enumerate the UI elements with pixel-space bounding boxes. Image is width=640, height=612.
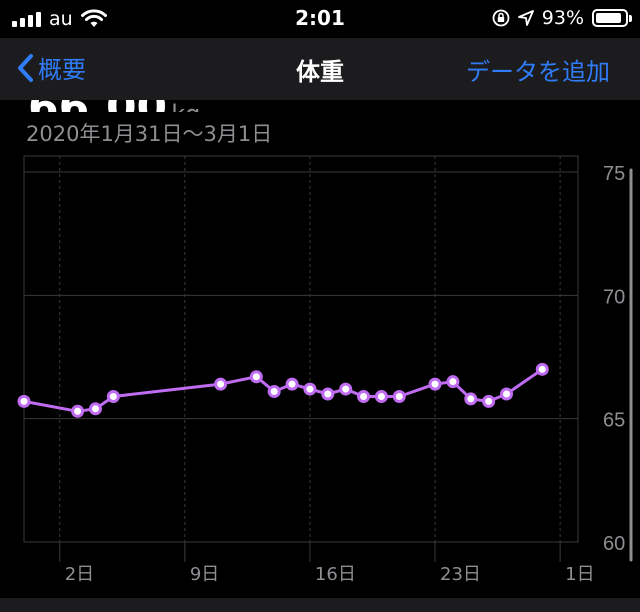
page-title: 体重 — [296, 58, 344, 86]
data-point — [482, 394, 496, 408]
status-time: 2:01 — [295, 6, 345, 30]
date-range: 2020年1月31日〜3月1日 — [26, 122, 273, 146]
x-tick-label: 1日 — [565, 564, 594, 585]
data-point — [267, 385, 281, 399]
y-tick-label: 60 — [603, 533, 625, 555]
location-icon — [517, 10, 534, 26]
lock-rotation-icon — [492, 9, 510, 27]
summary-unit: kg — [171, 100, 200, 112]
summary-value: 66.00 — [28, 100, 167, 112]
y-tick-label: 65 — [603, 410, 625, 432]
data-point — [446, 375, 460, 389]
data-point — [285, 377, 299, 391]
data-point — [303, 382, 317, 396]
data-point — [71, 404, 85, 418]
data-point — [106, 389, 120, 403]
data-point — [88, 402, 102, 416]
data-point — [357, 389, 371, 403]
data-point — [428, 377, 442, 391]
x-tick-label: 2日 — [65, 564, 94, 585]
y-tick-label: 70 — [603, 286, 625, 308]
back-button[interactable]: 概要 — [16, 50, 86, 85]
data-point — [17, 394, 31, 408]
status-bar: au 2:01 93% — [0, 0, 640, 38]
data-point — [464, 392, 478, 406]
data-point — [535, 362, 549, 376]
chevron-left-icon — [18, 53, 33, 82]
plot-frame — [23, 155, 579, 543]
data-point — [374, 389, 388, 403]
signal-icon — [12, 11, 41, 27]
data-point — [249, 370, 263, 384]
back-label: 概要 — [38, 56, 86, 84]
data-point — [500, 387, 514, 401]
battery-percent: 93% — [541, 7, 584, 29]
data-point — [321, 387, 335, 401]
data-point — [214, 377, 228, 391]
summary-value-row: 66.00 kg — [28, 100, 268, 112]
series-line — [22, 368, 544, 413]
add-data-button[interactable]: データを追加 — [466, 58, 610, 86]
status-left: au — [12, 8, 107, 30]
wifi-icon — [80, 9, 107, 27]
battery-icon — [592, 9, 632, 27]
status-right: 93% — [492, 7, 632, 29]
bottom-panel — [0, 598, 640, 612]
x-tick-label: 16日 — [315, 564, 356, 585]
y-tick-label: 75 — [603, 163, 625, 185]
x-tick-label: 9日 — [190, 564, 219, 585]
nav-bar: 概要 体重 データを追加 — [0, 38, 640, 100]
data-point — [392, 389, 406, 403]
carrier-label: au — [49, 8, 73, 30]
x-tick-label: 23日 — [440, 564, 481, 585]
data-point — [339, 382, 353, 396]
weight-chart[interactable]: 75 70 65 60 2日 9日 16日 23日 1日 — [0, 150, 640, 598]
